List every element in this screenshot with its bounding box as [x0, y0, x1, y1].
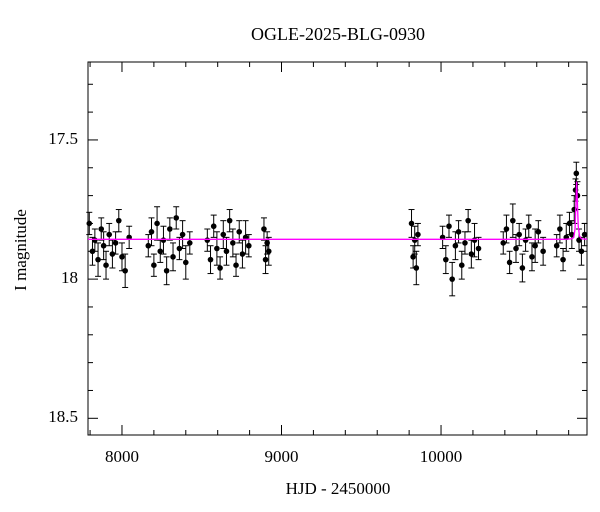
data-point [157, 248, 164, 255]
data-point [148, 228, 155, 235]
data-point [100, 242, 107, 249]
model-curve [88, 181, 588, 240]
data-point [106, 231, 113, 238]
data-point [122, 267, 128, 274]
x-axis-label: HJD - 2450000 [286, 479, 391, 498]
data-point [519, 265, 526, 271]
data-point [465, 217, 471, 224]
data-point [239, 251, 246, 257]
data-point [535, 228, 542, 235]
data-point [151, 262, 157, 269]
y-axis-label: I magnitude [11, 209, 30, 291]
data-point [246, 242, 252, 249]
data-point [115, 217, 122, 224]
data-point [170, 254, 176, 260]
data-point [204, 237, 211, 243]
data-point [566, 220, 573, 227]
data-point [103, 262, 109, 269]
data-point [145, 242, 152, 249]
data-point [510, 217, 516, 224]
data-point [154, 220, 160, 227]
data-point [214, 245, 220, 252]
data-point [265, 248, 272, 255]
data-point [522, 237, 529, 243]
data-point [230, 240, 236, 246]
data-point [573, 170, 580, 177]
data-point [557, 226, 563, 232]
data-point [449, 276, 455, 282]
data-point [471, 237, 478, 243]
data-point [516, 231, 523, 238]
data-point [261, 226, 267, 232]
data-point [109, 251, 116, 257]
data-point [569, 231, 575, 238]
data-point [220, 231, 227, 238]
data-point [410, 254, 416, 260]
data-point [500, 240, 507, 246]
x-tick-label: 8000 [105, 447, 139, 466]
data-point [86, 220, 93, 227]
data-point [207, 256, 214, 263]
data-point [163, 267, 170, 274]
data-point [236, 228, 243, 235]
data-point [411, 237, 418, 243]
data-point [576, 237, 582, 243]
data-point [160, 237, 167, 243]
data-point [217, 265, 223, 271]
data-point [262, 256, 269, 263]
x-tick-label: 10000 [420, 447, 463, 466]
data-point [95, 256, 101, 263]
data-point [408, 220, 415, 227]
y-tick-label: 18 [61, 268, 78, 287]
data-point [503, 226, 510, 232]
data-point [462, 240, 468, 246]
data-point [226, 217, 233, 224]
data-point [455, 228, 462, 235]
data-point [413, 265, 420, 271]
data-point [452, 242, 459, 249]
data-point [458, 262, 465, 269]
data-point [446, 223, 452, 230]
data-point [578, 248, 585, 255]
data-point [468, 251, 475, 257]
data-point [475, 245, 482, 252]
data-point [223, 248, 230, 255]
data-point [176, 245, 183, 252]
data-point [553, 242, 560, 249]
data-point [560, 256, 566, 263]
data-point [506, 259, 513, 266]
data-point [540, 248, 546, 255]
data-point [443, 256, 449, 263]
data-point [532, 242, 538, 249]
data-point [233, 262, 239, 269]
data-point [182, 259, 189, 266]
data-point [92, 237, 98, 243]
data-point [98, 226, 105, 232]
data-point [173, 215, 180, 221]
data-point [167, 226, 173, 232]
y-tick-label: 18.5 [48, 407, 78, 426]
x-tick-label: 9000 [265, 447, 299, 466]
data-point [415, 231, 421, 238]
y-tick-label: 17.5 [48, 129, 78, 148]
data-point [513, 245, 519, 252]
plot-frame [87, 61, 588, 436]
data-point [112, 240, 119, 246]
data-point [186, 240, 193, 246]
chart-title: OGLE-2025-BLG-0930 [251, 24, 425, 44]
data-point [179, 231, 186, 238]
data-point [529, 254, 535, 260]
data-point [581, 231, 588, 238]
data-point [210, 223, 217, 230]
data-point [119, 254, 125, 260]
data-point [525, 223, 532, 230]
